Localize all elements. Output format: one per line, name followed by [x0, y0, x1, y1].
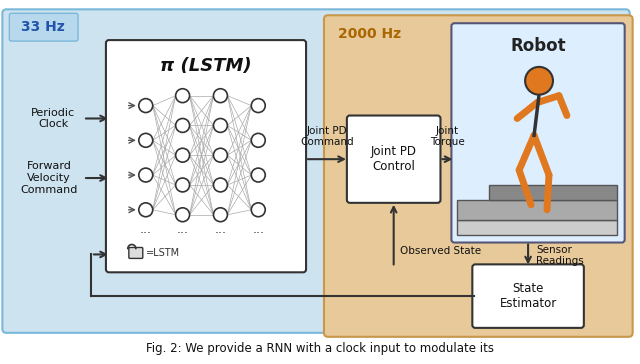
Circle shape	[139, 133, 153, 147]
Text: Forward
Velocity
Command: Forward Velocity Command	[20, 161, 78, 195]
Bar	[458, 220, 617, 234]
FancyBboxPatch shape	[10, 13, 78, 41]
Text: Periodic
Clock: Periodic Clock	[31, 108, 76, 129]
Circle shape	[214, 89, 227, 103]
Text: Joint PD
Control: Joint PD Control	[371, 145, 417, 173]
FancyBboxPatch shape	[324, 15, 632, 337]
Text: 33 Hz: 33 Hz	[21, 20, 65, 34]
Text: Robot: Robot	[510, 37, 566, 55]
Circle shape	[139, 99, 153, 112]
Text: Joint PD
Command: Joint PD Command	[300, 126, 354, 147]
Bar	[489, 185, 617, 200]
Circle shape	[175, 208, 189, 222]
Text: ...: ...	[140, 223, 152, 236]
Circle shape	[175, 119, 189, 132]
FancyBboxPatch shape	[451, 23, 625, 242]
Circle shape	[214, 148, 227, 162]
Circle shape	[175, 148, 189, 162]
Circle shape	[214, 119, 227, 132]
FancyBboxPatch shape	[129, 248, 143, 258]
Circle shape	[139, 203, 153, 217]
Circle shape	[175, 178, 189, 192]
FancyBboxPatch shape	[347, 115, 440, 203]
Circle shape	[139, 168, 153, 182]
Circle shape	[252, 203, 265, 217]
Text: State
Estimator: State Estimator	[499, 282, 557, 310]
FancyBboxPatch shape	[472, 264, 584, 328]
Text: Fig. 2: We provide a RNN with a clock input to modulate its: Fig. 2: We provide a RNN with a clock in…	[146, 342, 494, 355]
Text: ...: ...	[177, 223, 189, 236]
FancyBboxPatch shape	[3, 9, 630, 333]
Circle shape	[252, 168, 265, 182]
Text: π (LSTM): π (LSTM)	[160, 57, 252, 75]
Text: ...: ...	[252, 223, 264, 236]
Circle shape	[252, 99, 265, 112]
Circle shape	[175, 89, 189, 103]
Text: =LSTM: =LSTM	[146, 249, 180, 258]
Circle shape	[214, 208, 227, 222]
Text: Sensor
Readings: Sensor Readings	[536, 245, 584, 266]
Text: 2000 Hz: 2000 Hz	[338, 27, 401, 41]
Text: ...: ...	[214, 223, 227, 236]
Bar	[458, 200, 617, 220]
Circle shape	[525, 67, 553, 95]
Circle shape	[214, 178, 227, 192]
Circle shape	[252, 133, 265, 147]
FancyBboxPatch shape	[106, 40, 306, 272]
Text: Observed State: Observed State	[399, 246, 481, 257]
Text: Joint
Torque: Joint Torque	[430, 126, 465, 147]
